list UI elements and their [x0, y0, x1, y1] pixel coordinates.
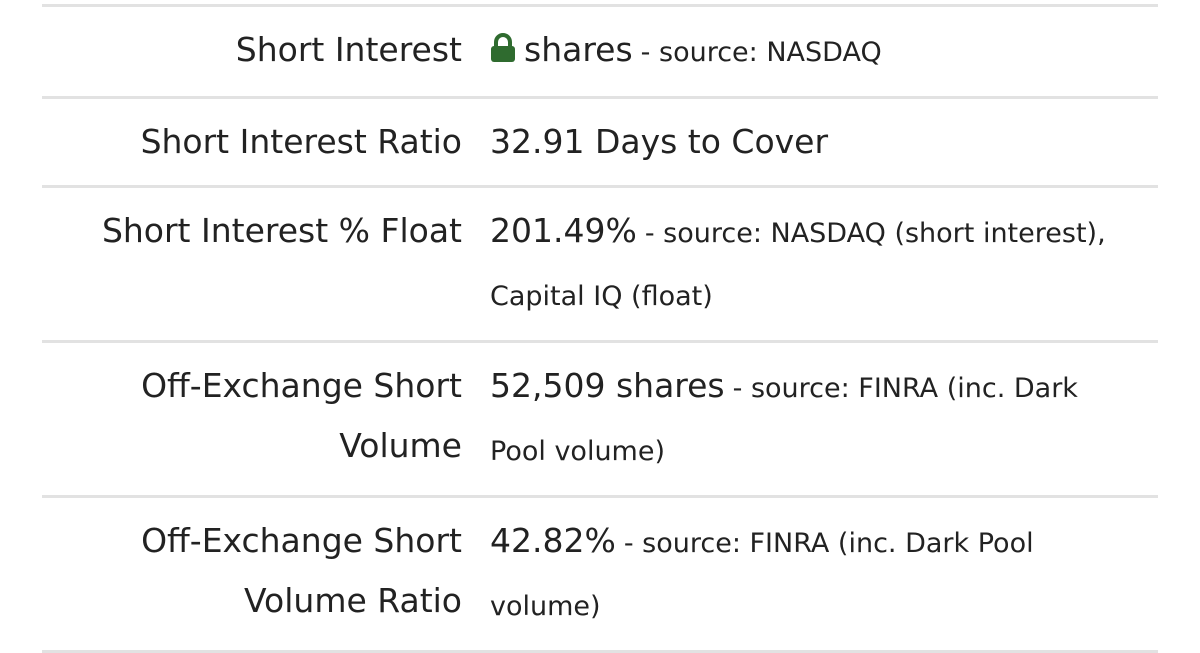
row-label: Off-Exchange Short Volume — [141, 366, 462, 465]
row-value: 52,509 shares — [490, 366, 725, 405]
row-label-cell: Off-Exchange Short Volume — [42, 356, 462, 482]
row-source: - source: FINRA (inc. Dark Pool volume) — [490, 528, 1034, 622]
row-source: - source: NASDAQ (short interest), Capit… — [490, 218, 1106, 312]
row-value: 42.82% — [490, 521, 616, 560]
row-label-cell: Short Interest % Float — [42, 201, 462, 327]
row-source: - source: NASDAQ — [640, 37, 882, 68]
table-row: Short Interest Ratio 32.91 Days to Cover — [42, 99, 1158, 188]
page: Short Interest shares - source: NASDAQ Shor… — [42, 4, 1158, 653]
row-value: shares — [524, 30, 633, 69]
row-value-cell: 52,509 shares - source: FINRA (inc. Dark … — [490, 356, 1140, 482]
row-value: 32.91 Days to Cover — [490, 122, 829, 161]
short-interest-table: Short Interest shares - source: NASDAQ Shor… — [42, 4, 1158, 653]
row-value-cell: 32.91 Days to Cover — [490, 112, 1140, 172]
row-label: Short Interest % Float — [101, 211, 462, 250]
table-row: Off-Exchange Short Volume Ratio 42.82% - s… — [42, 498, 1158, 653]
row-label-cell: Off-Exchange Short Volume Ratio — [42, 511, 462, 637]
row-value-cell: shares - source: NASDAQ — [490, 20, 1140, 83]
row-value-cell: 42.82% - source: FINRA (inc. Dark Pool vo… — [490, 511, 1140, 637]
row-label-cell: Short Interest — [42, 20, 462, 83]
lock-icon — [491, 33, 515, 62]
table-row: Off-Exchange Short Volume 52,509 shares - … — [42, 343, 1158, 498]
row-value: 201.49% — [490, 211, 637, 250]
row-value-cell: 201.49% - source: NASDAQ (short interest)… — [490, 201, 1140, 327]
table-row: Short Interest shares - source: NASDAQ — [42, 7, 1158, 99]
row-label-cell: Short Interest Ratio — [42, 112, 462, 172]
row-label: Short Interest Ratio — [140, 122, 462, 161]
row-source: - source: FINRA (inc. Dark Pool volume) — [490, 373, 1078, 467]
row-label: Off-Exchange Short Volume Ratio — [141, 521, 462, 620]
row-label: Short Interest — [235, 30, 462, 69]
table-row: Short Interest % Float 201.49% - source: N… — [42, 188, 1158, 343]
